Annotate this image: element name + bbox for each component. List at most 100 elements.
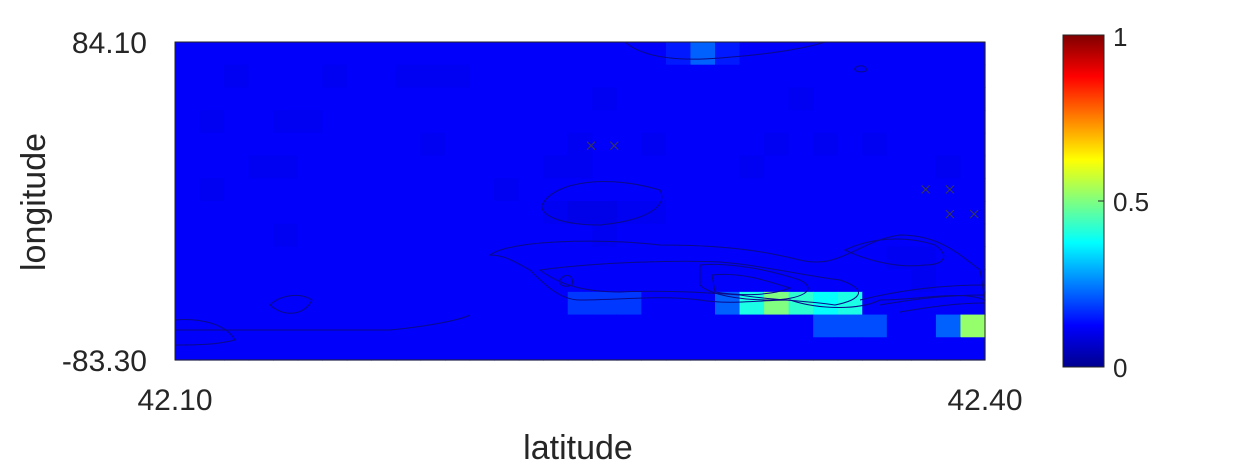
heatmap-cell bbox=[322, 223, 348, 248]
heatmap-cell bbox=[690, 337, 716, 361]
heatmap-cell bbox=[641, 291, 667, 316]
contour-line bbox=[269, 294, 313, 314]
contour-line bbox=[174, 319, 236, 346]
heatmap-cell bbox=[371, 246, 397, 270]
heatmap-cell bbox=[616, 337, 642, 361]
heatmap-cell bbox=[690, 178, 716, 202]
marker-points bbox=[586, 141, 979, 219]
heatmap-cell bbox=[788, 110, 814, 134]
heatmap-cell bbox=[837, 87, 863, 111]
heatmap-cells bbox=[175, 42, 986, 361]
heatmap-cell bbox=[199, 291, 225, 316]
heatmap-cell bbox=[199, 178, 225, 202]
heatmap-cell bbox=[935, 155, 962, 179]
heatmap-cell bbox=[297, 178, 323, 202]
heatmap-cell bbox=[935, 132, 962, 157]
heatmap-cell bbox=[715, 269, 741, 293]
heatmap-cell bbox=[911, 223, 937, 248]
heatmap-cell bbox=[616, 201, 642, 225]
heatmap-cell bbox=[175, 178, 201, 202]
heatmap-cell bbox=[886, 132, 912, 157]
heatmap-cell bbox=[469, 42, 495, 66]
heatmap-cell bbox=[420, 132, 446, 157]
heatmap-cell bbox=[567, 246, 593, 270]
heatmap-cell bbox=[567, 132, 593, 157]
heatmap-cell bbox=[764, 155, 790, 179]
heatmap-cell bbox=[715, 291, 741, 316]
heatmap-cell bbox=[224, 178, 250, 202]
heatmap-cell bbox=[445, 42, 471, 66]
heatmap-cell bbox=[248, 87, 274, 111]
heatmap-cell bbox=[395, 132, 422, 157]
heatmap-cell bbox=[469, 178, 495, 202]
heatmap-cell bbox=[886, 337, 912, 361]
heatmap-cell bbox=[567, 110, 593, 134]
x-marker bbox=[945, 209, 955, 219]
heatmap-cell bbox=[837, 64, 863, 89]
heatmap-cell bbox=[199, 314, 225, 338]
heatmap-cell bbox=[297, 223, 323, 248]
heatmap-cell bbox=[862, 223, 888, 248]
heatmap-cell bbox=[199, 87, 225, 111]
heatmap-cell bbox=[886, 314, 912, 338]
y-tick-label: -83.30 bbox=[62, 345, 147, 378]
heatmap-cell bbox=[739, 178, 765, 202]
heatmap-cell bbox=[764, 42, 790, 66]
heatmap-cell bbox=[567, 223, 593, 248]
heatmap-cell bbox=[371, 201, 397, 225]
colorbar bbox=[1062, 34, 1105, 368]
heatmap-cell bbox=[960, 132, 986, 157]
heatmap-cell bbox=[175, 223, 201, 248]
heatmap-cell bbox=[494, 64, 520, 89]
heatmap-cell bbox=[960, 87, 986, 111]
heatmap-cell bbox=[641, 87, 667, 111]
contour-line bbox=[859, 284, 986, 313]
heatmap-cell bbox=[297, 314, 323, 338]
heatmap-cell bbox=[813, 269, 839, 293]
heatmap-cell bbox=[592, 223, 618, 248]
heatmap-cell bbox=[935, 269, 962, 293]
y-tick-label: 84.10 bbox=[72, 27, 147, 60]
x-axis-label: latitude bbox=[523, 429, 633, 467]
heatmap-cell bbox=[469, 201, 495, 225]
heatmap-cell bbox=[715, 178, 741, 202]
heatmap-cell bbox=[641, 246, 667, 270]
heatmap-cell bbox=[935, 110, 962, 134]
heatmap-cell bbox=[346, 314, 372, 338]
heatmap-cell bbox=[813, 314, 839, 338]
heatmap-cell bbox=[837, 42, 863, 66]
heatmap-cell bbox=[518, 223, 544, 248]
heatmap-cell bbox=[960, 269, 986, 293]
heatmap-cell bbox=[518, 178, 544, 202]
heatmap-cell bbox=[739, 110, 765, 134]
plot-frame bbox=[174, 41, 986, 361]
heatmap-cell bbox=[248, 42, 274, 66]
heatmap-cell bbox=[690, 155, 716, 179]
heatmap-cell bbox=[175, 110, 201, 134]
heatmap-cell bbox=[322, 201, 348, 225]
heatmap-cell bbox=[518, 87, 544, 111]
heatmap-cell bbox=[665, 42, 692, 66]
contour-line bbox=[175, 314, 471, 331]
heatmap-cell bbox=[248, 246, 274, 270]
heatmap-cell bbox=[445, 155, 471, 179]
heatmap-cell bbox=[248, 178, 274, 202]
heatmap-cell bbox=[346, 178, 372, 202]
heatmap-cell bbox=[935, 314, 962, 338]
heatmap-cell bbox=[543, 246, 569, 270]
heatmap-cell bbox=[690, 110, 716, 134]
heatmap-cell bbox=[886, 87, 912, 111]
heatmap-cell bbox=[346, 246, 372, 270]
heatmap-cell bbox=[322, 337, 348, 361]
x-tick-label: 42.40 bbox=[947, 384, 1022, 417]
heatmap-cell bbox=[543, 337, 569, 361]
heatmap-cell bbox=[886, 42, 912, 66]
x-tick-label: 42.10 bbox=[137, 384, 212, 417]
heatmap-cell bbox=[469, 155, 495, 179]
heatmap-cell bbox=[175, 155, 201, 179]
heatmap-cell bbox=[224, 246, 250, 270]
heatmap-cell bbox=[199, 64, 225, 89]
x-marker bbox=[609, 141, 619, 151]
heatmap-cell bbox=[518, 246, 544, 270]
